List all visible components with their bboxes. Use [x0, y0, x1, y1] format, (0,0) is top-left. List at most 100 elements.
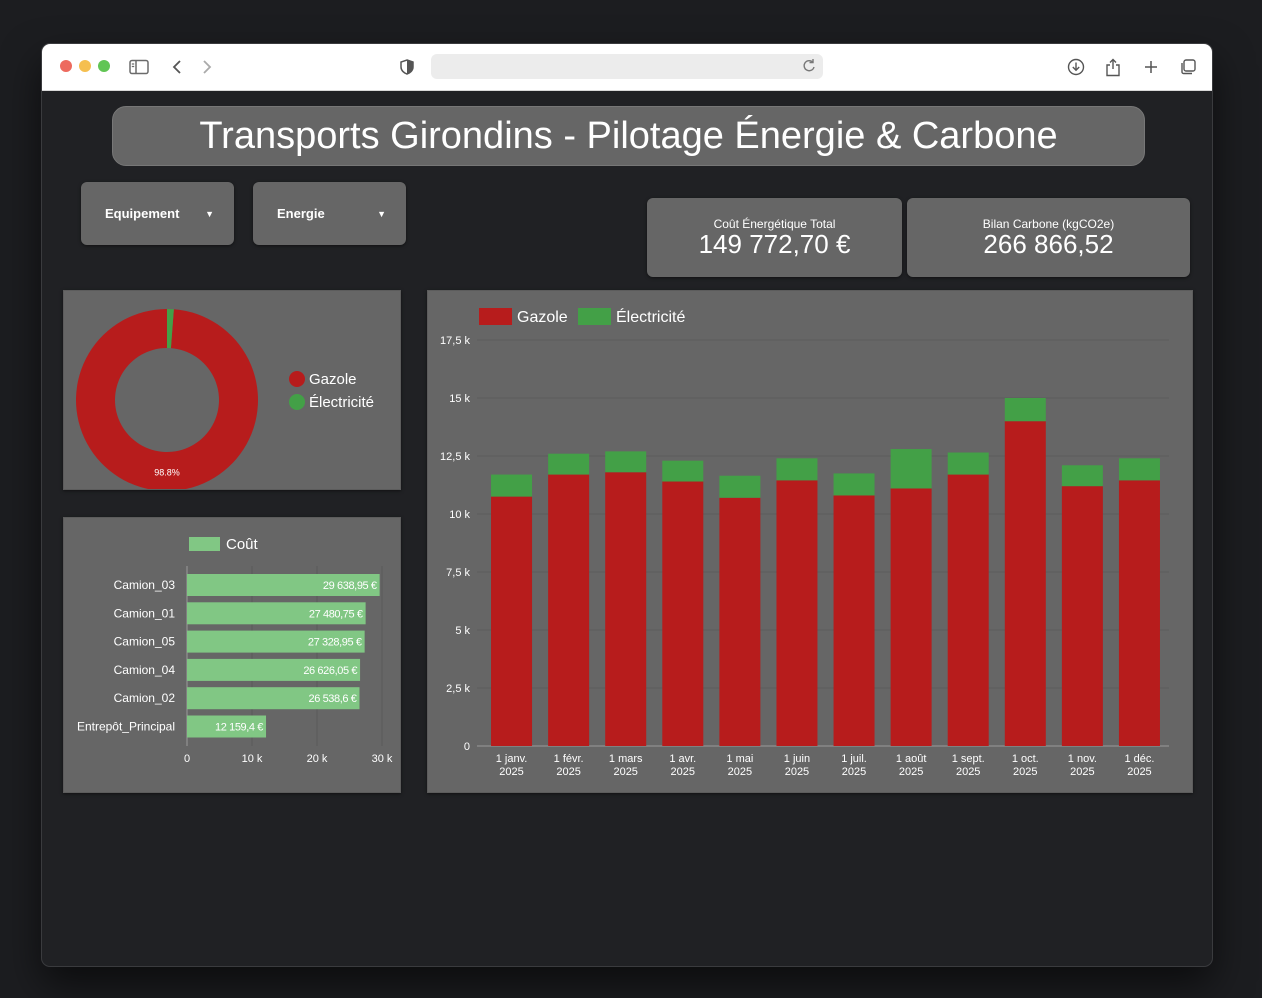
- cost-bar: [187, 630, 365, 653]
- x-category-label: 1 juil. 2025: [841, 753, 867, 778]
- address-bar[interactable]: [431, 54, 823, 79]
- x-category-label: 1 nov. 2025: [1068, 753, 1097, 778]
- y-tick-label: 7,5 k: [446, 567, 470, 579]
- legend-label: Électricité: [309, 394, 374, 411]
- cost-bar: [187, 574, 380, 596]
- stacked-bar-electricite: [890, 449, 932, 489]
- stacked-bar-electricite: [491, 474, 533, 497]
- y-tick-label: 5 k: [455, 625, 470, 637]
- donut-slice-electricite: [167, 309, 174, 349]
- stacked-bar-gazole: [662, 481, 704, 746]
- forward-icon[interactable]: [194, 54, 220, 80]
- legend-label: Gazole: [309, 371, 357, 388]
- monthly-consumption-panel: Gazole Électricité 0 2,5 k 5 k 7,5 k 10 k 12,5 …: [427, 290, 1193, 793]
- stacked-bar-electricite: [1118, 458, 1160, 481]
- browser-window: Transports Girondins - Pilotage Énergie …: [42, 44, 1212, 966]
- y-tick-label: 15 k: [449, 393, 470, 405]
- x-category-label: 1 mars 2025: [609, 753, 643, 778]
- x-category-label: 1 oct. 2025: [1012, 753, 1039, 778]
- stacked-bar-electricite: [662, 460, 704, 482]
- y-category-label: Camion_02: [114, 691, 176, 705]
- shield-icon: [394, 54, 420, 80]
- stacked-bar-gazole: [1004, 421, 1046, 746]
- plus-icon[interactable]: [1138, 54, 1164, 80]
- x-category-label: 1 sept. 2025: [952, 753, 985, 778]
- kpi-cost-value: 149 772,70 €: [698, 229, 851, 259]
- y-tick-label: 10 k: [449, 509, 470, 521]
- legend-label-cout: Coût: [226, 536, 259, 553]
- equipement-filter-dropdown[interactable]: Equipement ▼: [81, 182, 234, 245]
- kpi-total-energy-cost: Coût Énergétique Total 149 772,70 €: [647, 198, 902, 277]
- stacked-bar-electricite: [605, 451, 647, 473]
- minimize-window-button[interactable]: [79, 60, 91, 72]
- cost-bar-data-label: 26 626,05 €: [303, 665, 357, 677]
- x-category-label: 1 févr. 2025: [554, 753, 584, 778]
- y-category-label: Camion_01: [114, 606, 176, 620]
- legend-marker-gazole: [289, 371, 305, 387]
- stacked-bar-gazole: [1061, 486, 1103, 746]
- y-category-label: Camion_05: [114, 635, 176, 649]
- y-category-label: Camion_03: [114, 578, 176, 592]
- cost-bar: [187, 687, 360, 710]
- x-category-label: 1 mai 2025: [726, 753, 753, 778]
- stacked-bar-electricite: [719, 475, 761, 498]
- x-tick-label: 10 k: [242, 753, 263, 765]
- cost-by-equipment-panel: Coût 0 10 k 20 k 30 k Camion_03 29 638,95 € Cam…: [63, 517, 401, 793]
- stacked-bar-gazole: [776, 480, 818, 746]
- tabs-icon[interactable]: [1175, 54, 1201, 80]
- y-tick-label: 17,5 k: [440, 335, 470, 347]
- y-tick-label: 2,5 k: [446, 683, 470, 695]
- cost-bar-data-label: 26 538,6 €: [309, 693, 357, 705]
- stacked-bar-electricite: [776, 458, 818, 481]
- stacked-bar-electricite: [548, 453, 590, 475]
- monthly-consumption-chart: Gazole Électricité 0 2,5 k 5 k 7,5 k 10 k 12,5 …: [440, 307, 1169, 778]
- x-tick-label: 30 k: [372, 753, 393, 765]
- donut-slice-gazole: [76, 309, 259, 491]
- share-icon[interactable]: [1100, 54, 1126, 80]
- stacked-bar-gazole: [1118, 480, 1160, 746]
- donut-slice-label: 98.8%: [154, 468, 180, 478]
- y-tick-label: 0: [464, 741, 470, 753]
- chevron-down-icon: ▼: [377, 208, 386, 219]
- cost-bar-data-label: 27 480,75 €: [309, 608, 363, 620]
- back-icon[interactable]: [164, 54, 190, 80]
- close-window-button[interactable]: [60, 60, 72, 72]
- stacked-bar-gazole: [548, 474, 590, 746]
- stacked-bar-gazole: [890, 488, 932, 746]
- x-category-label: 1 déc. 2025: [1124, 753, 1154, 778]
- legend-marker-electricite: [289, 394, 305, 410]
- stacked-bar-electricite: [1004, 398, 1046, 422]
- energy-share-donut-panel: 98.8% Gazole Électricité: [63, 290, 401, 491]
- cost-bar-data-label: 12 159,4 €: [215, 722, 263, 734]
- stacked-bar-gazole: [719, 497, 761, 746]
- x-tick-label: 0: [184, 753, 190, 765]
- y-category-label: Camion_04: [114, 663, 176, 677]
- cost-bar: [187, 602, 366, 625]
- y-category-label: Entrepôt_Principal: [77, 720, 175, 734]
- reload-icon[interactable]: [799, 56, 819, 81]
- chevron-down-icon: ▼: [205, 208, 214, 219]
- sidebar-icon[interactable]: [126, 54, 152, 80]
- cost-by-equipment-chart: Coût 0 10 k 20 k 30 k Camion_03 29 638,95 € Cam…: [77, 536, 393, 765]
- legend-marker-cout: [189, 537, 220, 551]
- kpi-carbon-value: 266 866,52: [983, 229, 1114, 259]
- energie-filter-dropdown[interactable]: Energie ▼: [253, 182, 406, 245]
- kpi-cost-label: Coût Énergétique Total: [713, 217, 836, 231]
- cost-bar-data-label: 29 638,95 €: [323, 580, 377, 592]
- legend-marker-electricite: [578, 308, 611, 325]
- x-category-label: 1 avr. 2025: [669, 753, 696, 778]
- x-category-label: 1 août 2025: [896, 753, 927, 778]
- download-icon[interactable]: [1063, 54, 1089, 80]
- equipement-filter-label: Equipement: [105, 206, 180, 221]
- zoom-window-button[interactable]: [98, 60, 110, 72]
- stacked-bar-electricite: [1061, 465, 1103, 487]
- kpi-carbon-balance: Bilan Carbone (kgCO2e) 266 866,52: [907, 198, 1190, 277]
- stacked-bar-gazole: [491, 496, 533, 746]
- energie-filter-label: Energie: [277, 206, 325, 221]
- stacked-bar-gazole: [605, 472, 647, 746]
- dashboard-title: Transports Girondins - Pilotage Énergie …: [199, 114, 1058, 157]
- energy-share-donut-chart: 98.8% Gazole Électricité: [76, 309, 374, 491]
- cost-bar: [187, 715, 267, 738]
- legend-label-gazole: Gazole: [517, 309, 568, 326]
- stacked-bar-electricite: [833, 473, 875, 496]
